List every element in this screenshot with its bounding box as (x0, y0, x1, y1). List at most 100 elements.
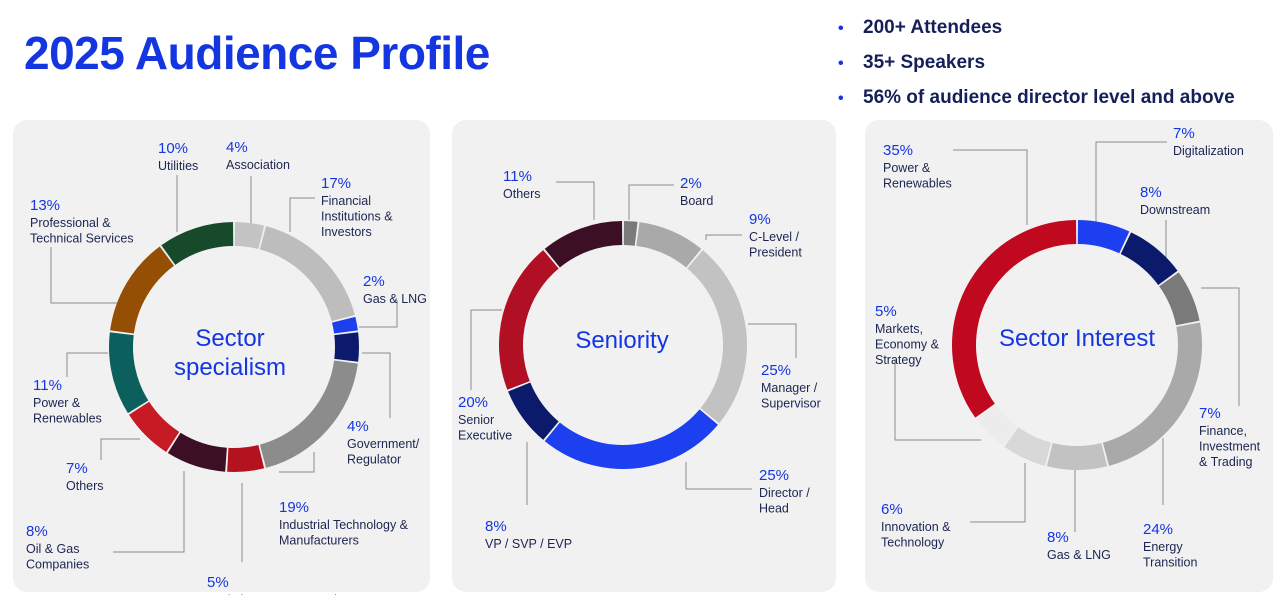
slice-power-renewables (109, 332, 149, 414)
leader-line-director-head (685, 462, 752, 490)
sector-interest-panel: 7% Digitalization 8% Downstream 7% Finance, In… (865, 120, 1273, 592)
slice-industrial-technology-manufacturers (259, 360, 358, 468)
slice-name: VP / SVP / EVP (485, 537, 572, 551)
slice-financial-institutions-investors (259, 226, 355, 322)
slice-name: Government/ (347, 437, 420, 451)
slice-senior-executive (498, 250, 559, 390)
slice-others (128, 401, 180, 453)
slice-energy-transition (1102, 322, 1203, 466)
slice-name: Supervisor (761, 397, 821, 411)
slice-name: Others (503, 187, 541, 201)
highlight-attendees: • 200+ Attendees (838, 10, 1235, 45)
slice-label-logistics-transportation: 5% Logistics & Transportation (207, 574, 351, 595)
slice-name: Digitalization (1173, 144, 1244, 158)
slice-c-level-president (636, 222, 702, 268)
slice-percent: 5% (875, 303, 897, 320)
slice-label-others: 11% Others (503, 168, 541, 201)
sector-specialism-panel: 4% Association 17% Financial Institutions & I… (13, 120, 430, 595)
leader-line-manager-supervisor (748, 323, 797, 358)
leader-line-others (556, 181, 595, 220)
slice-name: Logistics & Transportation (207, 593, 351, 595)
slice-name: Strategy (875, 353, 922, 367)
sector-interest-donut-chart: 7% Digitalization 8% Downstream 7% Finance, In… (875, 125, 1261, 570)
slice-name: Senior (458, 413, 494, 427)
slice-label-digitalization: 7% Digitalization (1173, 125, 1244, 158)
slice-name: Board (680, 194, 713, 208)
slice-percent: 9% (749, 211, 771, 228)
slice-label-downstream: 8% Downstream (1140, 184, 1210, 217)
slice-gas-lng (1046, 443, 1108, 470)
slice-label-industrial-technology-manufacturers: 19% Industrial Technology & Manufacturers (279, 499, 409, 548)
slice-innovation-technology (1004, 427, 1052, 466)
leader-line-industrial-technology-manufacturers (279, 452, 315, 473)
slice-name: Financial (321, 194, 371, 208)
slice-name: Power & (883, 161, 931, 175)
slice-name: Transition (1143, 556, 1197, 570)
slice-percent: 20% (458, 394, 488, 411)
leader-line-finance-investment-trading (1201, 287, 1240, 406)
slice-name: Gas & LNG (1047, 548, 1111, 562)
slice-label-power-renewables: 11% Power & Renewables (33, 377, 102, 426)
slice-label-power-renewables: 35% Power & Renewables (883, 142, 952, 191)
slice-government-regulator (334, 332, 359, 362)
slice-label-finance-investment-trading: 7% Finance, Investment& Trading (1199, 405, 1261, 469)
slice-name: Investors (321, 225, 372, 239)
slice-name: Finance, (1199, 424, 1247, 438)
slice-label-utilities: 10% Utilities (158, 140, 198, 173)
slice-name: Director / (759, 486, 810, 500)
slice-label-gas-lng: 8% Gas & LNG (1047, 529, 1111, 562)
slice-name: Innovation & (881, 520, 951, 534)
slice-label-government-regulator: 4% Government/Regulator (347, 418, 420, 467)
slice-label-c-level-president: 9% C-Level / President (749, 211, 802, 260)
highlight-director-level: • 56% of audience director level and abov… (838, 80, 1235, 115)
slice-gas-lng (332, 316, 358, 334)
slice-label-manager-supervisor: 25% Manager / Supervisor (761, 362, 821, 411)
seniority-panel: 2% Board 9% C-Level / President 25% Manager / S… (452, 120, 836, 592)
slice-digitalization (1077, 220, 1130, 254)
slice-label-senior-executive: 20% Senior Executive (458, 394, 512, 443)
slice-name: Downstream (1140, 203, 1210, 217)
leader-line-innovation-technology (970, 463, 1026, 523)
slice-manager-supervisor (687, 250, 748, 424)
slice-vp-svp-evp (508, 382, 559, 440)
bullet-icon: • (838, 90, 844, 107)
bullet-icon: • (838, 20, 844, 37)
slice-power-renewables (951, 220, 1077, 418)
leader-line-financial-institutions-investors (289, 197, 315, 232)
slice-name: Executive (458, 429, 512, 443)
slice-percent: 11% (503, 168, 532, 185)
slice-name: C-Level / (749, 230, 800, 244)
slice-name: Technology (881, 536, 945, 550)
highlight-text: 35+ Speakers (863, 52, 986, 73)
seniority-donut-chart: 2% Board 9% C-Level / President 25% Manager / S… (458, 168, 821, 551)
slice-association (234, 222, 265, 249)
slice-percent: 25% (761, 362, 791, 379)
leader-line-board (628, 184, 674, 220)
slice-percent: 4% (226, 139, 248, 156)
slice-percent: 7% (1173, 125, 1195, 142)
slice-name: Renewables (33, 412, 102, 426)
slice-label-director-head: 25% Director / Head (759, 467, 810, 516)
leader-line-professional-technical-services (50, 247, 118, 304)
slice-label-others: 7% Others (66, 460, 104, 493)
slice-name: Investment (1199, 440, 1261, 454)
slice-label-financial-institutions-investors: 17% Financial Institutions &Investors (321, 175, 393, 239)
slice-percent: 11% (33, 377, 62, 394)
highlight-text: 200+ Attendees (863, 17, 1003, 38)
slice-label-gas-lng: 2% Gas & LNG (363, 273, 427, 306)
slice-name: Manager / (761, 381, 818, 395)
slice-name: Association (226, 158, 290, 172)
slice-percent: 6% (881, 501, 903, 518)
slice-percent: 13% (30, 197, 60, 214)
slice-percent: 35% (883, 142, 913, 159)
slice-percent: 8% (1047, 529, 1069, 546)
slice-name: Renewables (883, 177, 952, 191)
slice-name: Industrial Technology & (279, 518, 409, 532)
slice-percent: 19% (279, 499, 309, 516)
leader-line-power-renewables (953, 149, 1028, 225)
slice-percent: 8% (1140, 184, 1162, 201)
slice-label-energy-transition: 24% Energy Transition (1143, 521, 1197, 570)
leader-line-government-regulator (362, 352, 391, 418)
leader-line-senior-executive (470, 309, 502, 390)
slice-name: Power & (33, 396, 81, 410)
